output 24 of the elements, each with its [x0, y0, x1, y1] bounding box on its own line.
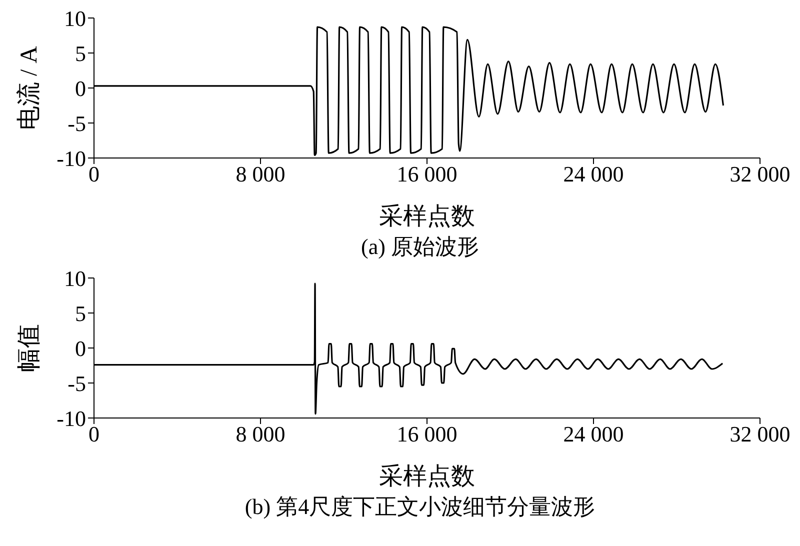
y-tick-label: 10	[64, 6, 86, 31]
x-tick-label: 24 000	[563, 162, 624, 187]
y-tick-label: -10	[56, 146, 86, 171]
y-tick-label: 10	[64, 266, 86, 291]
text: (a) 原始波形	[361, 234, 479, 259]
y-tick-label: -5	[68, 110, 86, 136]
x-tick-label: 16 000	[396, 162, 458, 187]
text: (b) 第4尺度下正文小波细节分量波形	[244, 493, 596, 521]
y-tick-label: -10	[56, 406, 86, 431]
y-tick-label: 5	[75, 300, 86, 326]
x-tick-label: 32 000	[730, 422, 790, 447]
y-tick-label: -5	[68, 370, 86, 396]
y-tick-label: 0	[75, 76, 86, 101]
x-tick-label: 32 000	[730, 162, 790, 187]
x-axis-title: 采样点数	[379, 204, 475, 230]
x-tick-label: 8 000	[236, 162, 286, 187]
y-tick-label: 0	[75, 336, 86, 361]
y-axis-title: 电流 / A	[16, 45, 43, 130]
y-tick-label: 5	[75, 40, 86, 66]
x-axis-title: 采样点数	[379, 464, 475, 490]
y-axis-title: 幅值	[16, 324, 43, 372]
x-tick-label: 8 000	[236, 422, 286, 447]
x-tick-label: 16 000	[396, 422, 458, 447]
x-tick-label: 24 000	[563, 422, 624, 447]
